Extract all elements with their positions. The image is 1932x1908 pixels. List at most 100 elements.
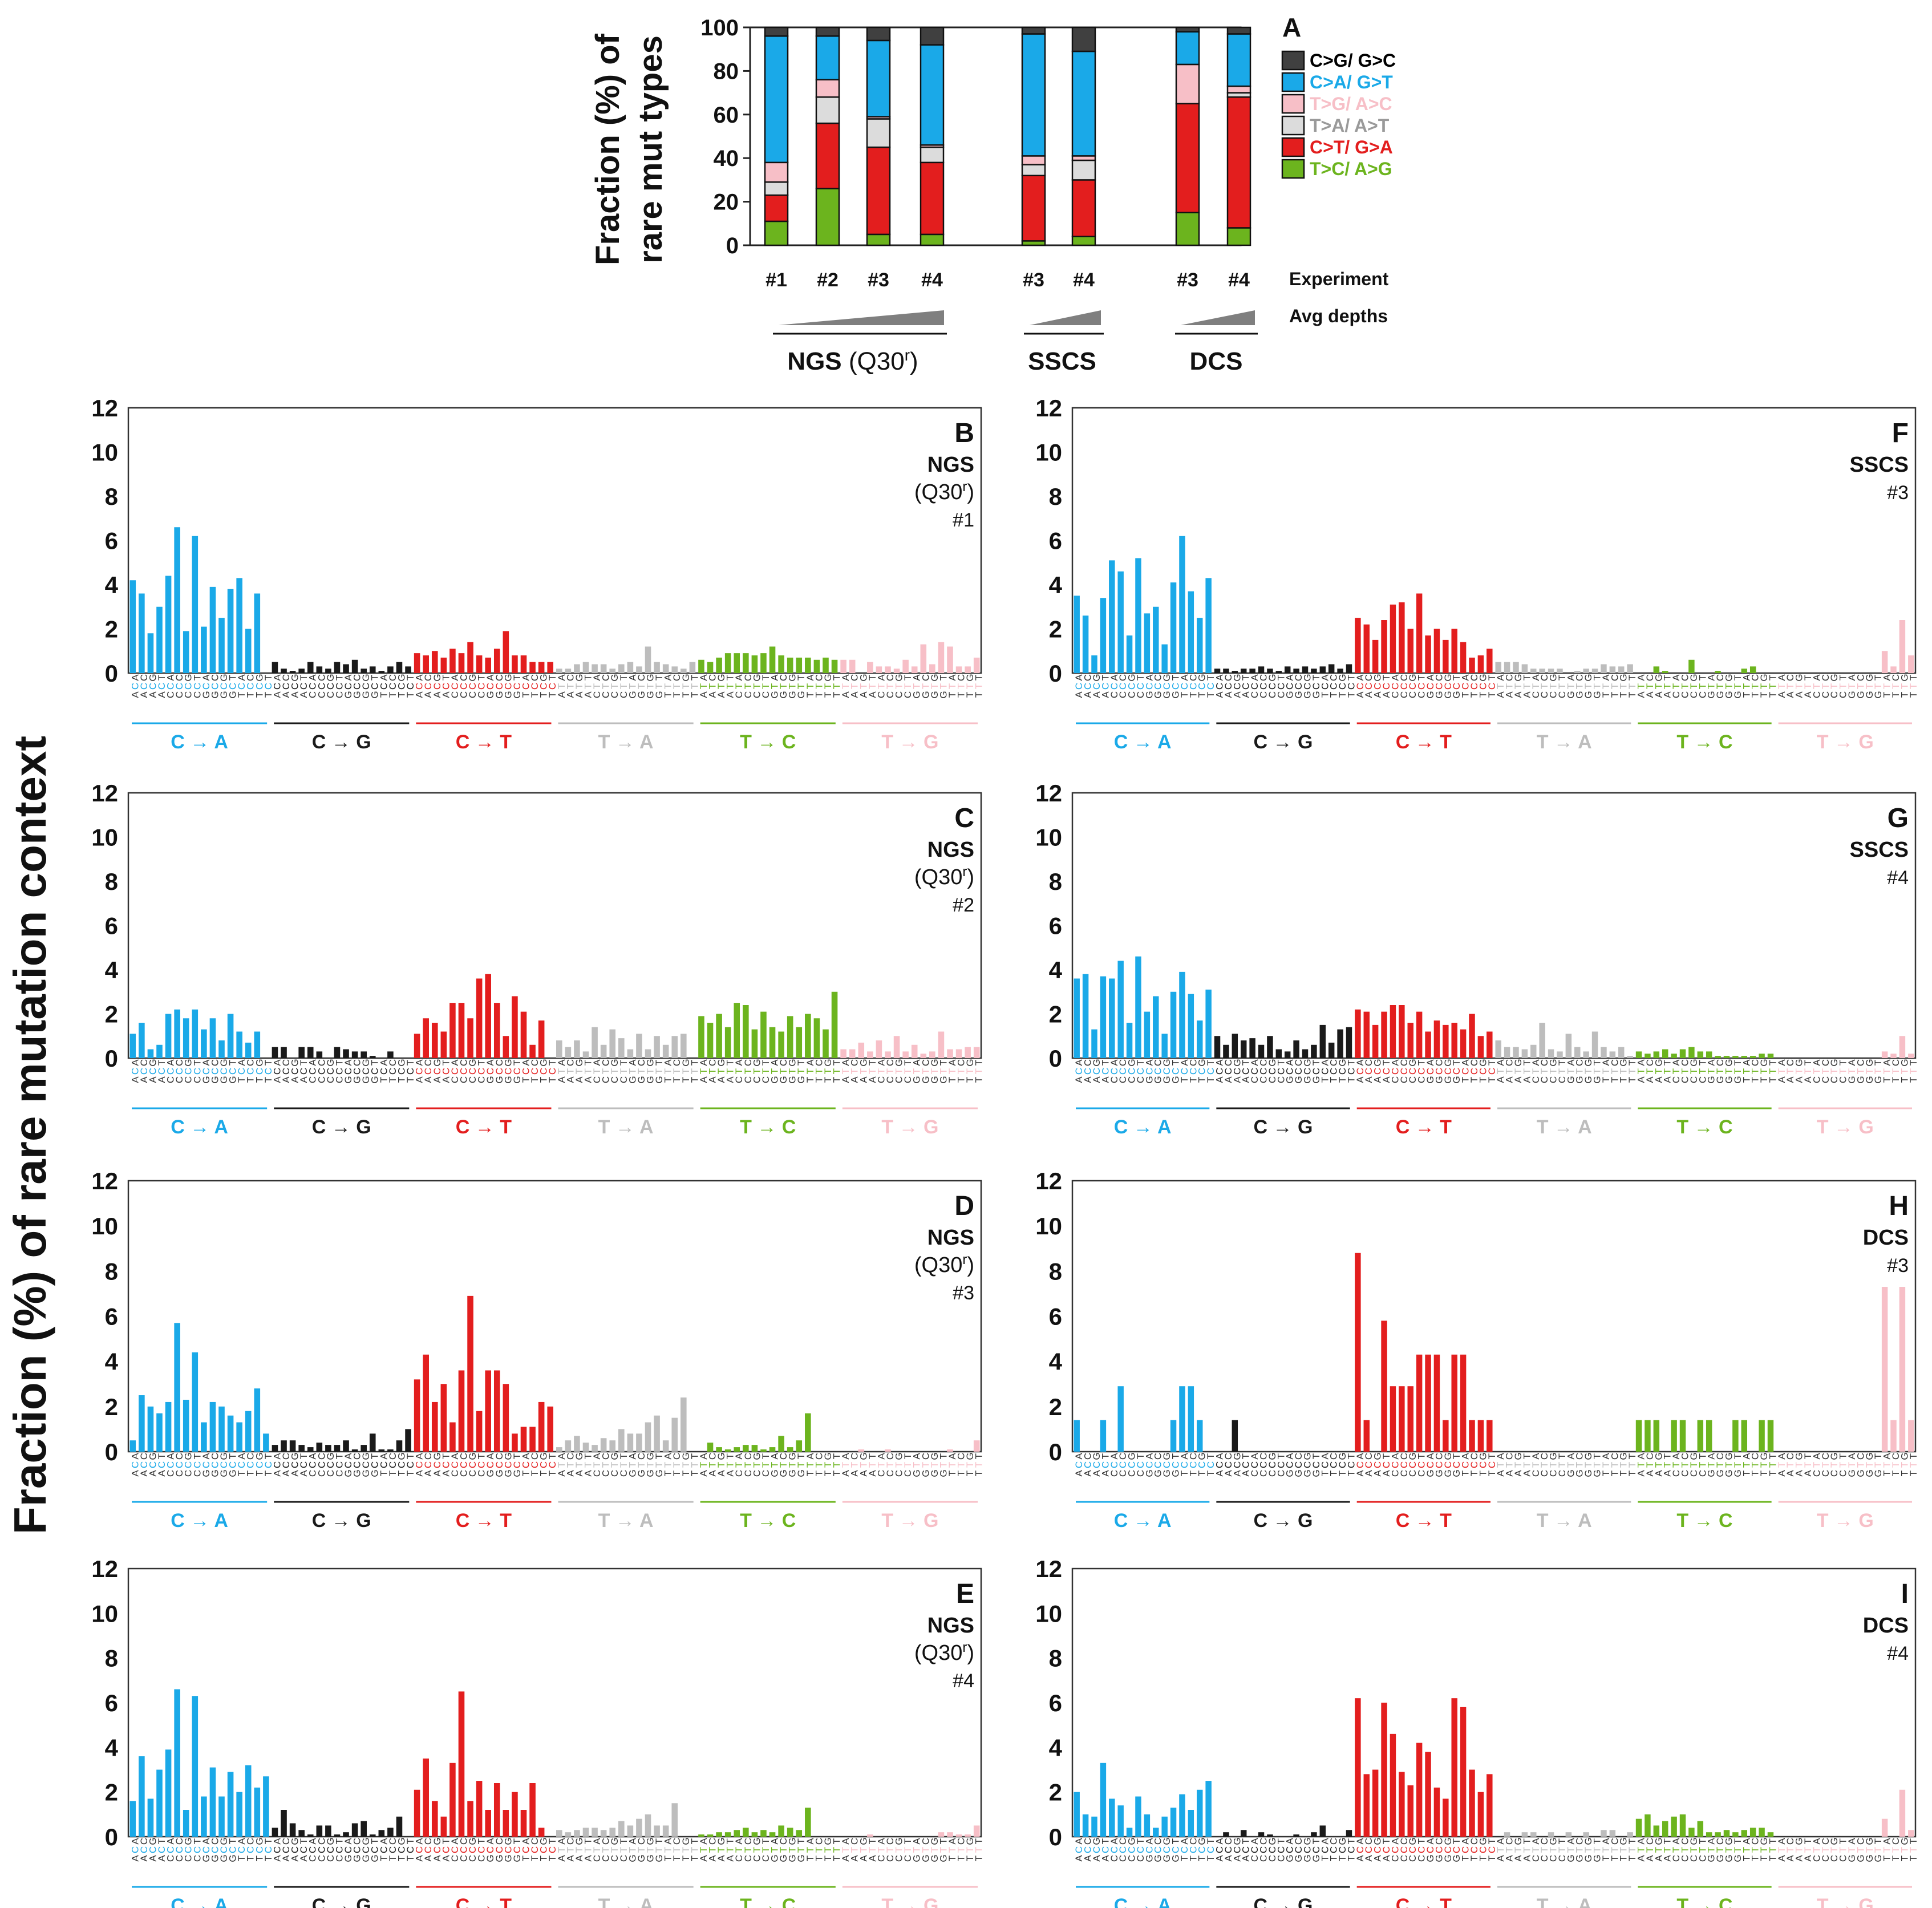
panel-letter: G (1888, 803, 1909, 833)
context-letter: C (734, 1076, 744, 1083)
context-bar (574, 1436, 580, 1452)
context-letter: G (920, 691, 931, 698)
spectrum-panel-d: 024681012DNGS(Q30r)#3ACACCAGCATCAACCCCCG… (91, 1168, 984, 1532)
panel-frame (1071, 792, 1917, 1059)
context-letter: G (1337, 1837, 1348, 1845)
context-bar (796, 657, 803, 673)
context-letter: C (1355, 1846, 1366, 1853)
context-letter: T (1592, 1453, 1603, 1459)
stacked-bar-segment (1226, 26, 1251, 35)
context-letter: C (352, 1059, 363, 1066)
context-letter: C (165, 683, 176, 690)
ytick-label: 10 (1035, 439, 1062, 466)
context-letter: C (1135, 683, 1146, 690)
context-letter: C (307, 691, 318, 698)
context-bar (520, 1011, 527, 1058)
legend-entry-second: A>C (1355, 94, 1392, 114)
context-letter: A (1355, 1453, 1366, 1460)
context-bar (947, 646, 953, 673)
context-letter: A (449, 1838, 460, 1845)
context-letter: G (503, 1076, 513, 1083)
context-letter: T (1100, 1838, 1111, 1844)
panel-frame (127, 1567, 982, 1838)
context-letter: C (1416, 683, 1427, 690)
context-letter: C (1275, 1068, 1286, 1075)
context-letter: A (1091, 1470, 1102, 1477)
context-bar (414, 1379, 420, 1452)
row-label-experiment: Experiment (1289, 269, 1389, 289)
context-bar (1232, 1420, 1238, 1452)
panel-experiment: #4 (953, 1670, 974, 1692)
context-bar (805, 1413, 811, 1452)
context-bar (751, 1832, 758, 1837)
context-letter: G (1443, 1837, 1453, 1845)
stacked-bar-segment (1226, 96, 1251, 229)
context-letter: G (636, 691, 647, 698)
context-letter: G (1706, 1854, 1717, 1862)
panel-letter: E (956, 1579, 974, 1609)
context-bar (1548, 1049, 1554, 1058)
context-bar (1311, 1044, 1317, 1058)
panel-letter: B (954, 418, 974, 448)
context-letter: C (1715, 1059, 1726, 1066)
context-letter: T (805, 692, 816, 698)
context-bar (1513, 662, 1519, 673)
context-letter: C (316, 691, 327, 698)
context-letter: C (1679, 1470, 1690, 1477)
legend-entry-first: C>T/ (1310, 137, 1355, 157)
context-letter: T (885, 683, 896, 689)
context-bar (751, 1029, 758, 1058)
context-letter: C (458, 1461, 469, 1468)
context-letter: T (609, 1462, 620, 1468)
ytick-label: 12 (91, 780, 118, 807)
context-letter: C (1451, 1461, 1462, 1468)
context-letter: G (929, 1854, 940, 1862)
context-letter: C (298, 1461, 309, 1468)
context-bar (236, 1792, 242, 1837)
context-letter: C (316, 1846, 327, 1853)
context-letter: T (627, 1068, 638, 1074)
context-letter: T (1715, 1068, 1726, 1074)
context-bar (645, 1422, 651, 1452)
context-letter: T (1864, 1847, 1875, 1853)
context-letter: G (503, 691, 513, 698)
context-letter: T (743, 683, 754, 689)
context-bar (769, 1832, 776, 1837)
context-bar (609, 1440, 616, 1452)
context-letter: C (1232, 1068, 1242, 1075)
context-letter: C (538, 1846, 549, 1853)
context-letter: G (183, 1059, 194, 1066)
group-label: T → G (881, 731, 938, 753)
context-letter: A (1074, 1855, 1084, 1862)
context-bar (743, 653, 749, 673)
context-letter: G (920, 1469, 931, 1477)
context-letter: C (378, 683, 389, 690)
context-letter: A (592, 1059, 602, 1066)
context-letter: T (1319, 1077, 1330, 1083)
context-bar (431, 1401, 438, 1452)
group-label: C → T (1396, 1116, 1452, 1138)
context-letter: T (520, 1856, 531, 1861)
context-bar (609, 1029, 616, 1058)
context-letter: T (1513, 683, 1524, 689)
context-letter: T (1829, 1068, 1840, 1074)
context-letter: T (1618, 1856, 1629, 1861)
context-letter: C (1504, 674, 1515, 681)
context-letter: A (298, 691, 309, 698)
context-letter: C (458, 674, 469, 681)
context-letter: G (1267, 1059, 1278, 1066)
context-letter: A (1241, 1470, 1251, 1477)
context-letter: T (298, 1838, 309, 1844)
context-bar (627, 662, 634, 673)
context-letter: C (423, 1059, 434, 1066)
context-letter: A (1109, 1059, 1120, 1066)
context-letter: G (361, 1854, 371, 1862)
stacked-bar-segment (866, 233, 891, 246)
context-letter: T (689, 1462, 700, 1468)
context-letter: G (503, 1452, 513, 1460)
context-bar (1749, 666, 1756, 673)
context-bar (636, 1818, 642, 1837)
context-letter: T (547, 1856, 558, 1861)
context-letter: G (1443, 1059, 1453, 1066)
